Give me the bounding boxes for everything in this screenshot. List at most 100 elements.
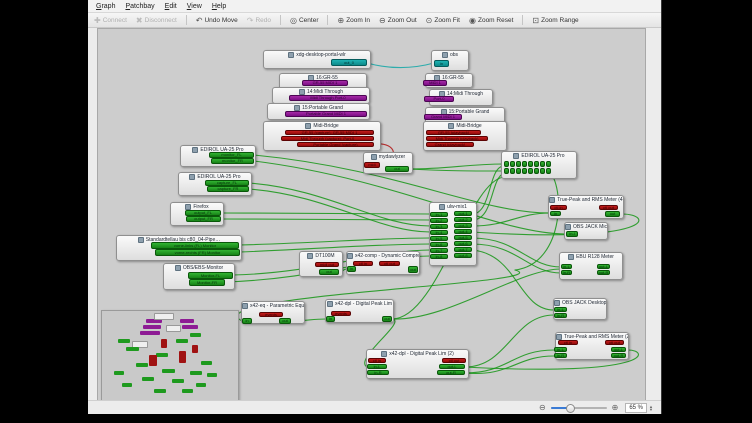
port-green[interactable]: in-l: [566, 231, 578, 237]
menu-view[interactable]: View: [186, 2, 202, 10]
port-green[interactable]: in-L: [561, 264, 572, 269]
port-teal[interactable]: in: [434, 60, 449, 67]
port-green[interactable]: Monitor-FR: [189, 279, 225, 286]
port-green[interactable]: in-R: [561, 270, 572, 275]
minimap[interactable]: [101, 310, 239, 400]
node-header[interactable]: xdg-desktop-portal-wlr: [264, 51, 370, 59]
port-green[interactable]: in-3: [430, 224, 448, 229]
port-green[interactable]: in-5: [430, 236, 448, 241]
patchbay-canvas[interactable]: xdg-desktop-portal-wlr out_0 obs in 16:GR-55…: [97, 28, 646, 401]
node-header[interactable]: DT100M: [300, 252, 342, 260]
port-green[interactable]: in: [347, 266, 356, 272]
port-green[interactable]: out-R: [437, 370, 465, 375]
port-green[interactable]: in-R: [367, 370, 389, 375]
port-teal[interactable]: out_0: [331, 59, 367, 66]
zoom-fit-button[interactable]: ⊙ Zoom Fit: [426, 16, 460, 25]
port-green[interactable]: out: [385, 166, 409, 172]
port-green[interactable]: capture_FR: [207, 186, 249, 192]
node-header[interactable]: Midi-Bridge: [264, 122, 380, 130]
port-green[interactable]: [546, 168, 551, 174]
port-green[interactable]: out-8: [454, 253, 472, 258]
port-green[interactable]: out-3: [454, 223, 472, 228]
node-header[interactable]: OBS JACK Mic: [565, 223, 607, 231]
port-green[interactable]: [540, 161, 545, 167]
stepper-down-icon[interactable]: ▼: [649, 406, 653, 412]
port-green[interactable]: [504, 161, 509, 167]
port-red[interactable]: Midi Through (capture): Port-0: [281, 136, 374, 141]
port-green[interactable]: out-1: [454, 211, 472, 216]
port-green[interactable]: in-R: [554, 313, 567, 318]
node-header[interactable]: x42-dpl - Digital Peak Lim (2): [367, 350, 468, 358]
port-green[interactable]: [534, 168, 539, 174]
port-green[interactable]: out-R: [611, 353, 626, 358]
zoom-slider-handle[interactable]: [565, 403, 575, 413]
menu-graph[interactable]: Graph: [96, 2, 116, 10]
node-header[interactable]: OBS JACK Desktop: [554, 299, 606, 307]
port-green[interactable]: in-R: [554, 353, 567, 358]
menu-help[interactable]: Help: [211, 2, 227, 10]
port-green[interactable]: [516, 161, 521, 167]
menu-edit[interactable]: Edit: [164, 2, 177, 10]
port-green[interactable]: in: [242, 318, 252, 324]
port-green[interactable]: vorne-rechts (FR) Monitor: [155, 249, 240, 256]
port-green[interactable]: in-2: [430, 218, 448, 223]
port-green[interactable]: [534, 161, 539, 167]
port-green[interactable]: in: [326, 316, 335, 322]
node-header[interactable]: mydawlyzer: [364, 153, 412, 161]
zoom-value[interactable]: 65 %: [625, 402, 648, 413]
zoom-range-button[interactable]: ⊡ Zoom Range: [532, 16, 578, 25]
port-green[interactable]: out: [408, 266, 418, 273]
port-purple[interactable]: Portable Grand MIDI 1: [285, 111, 367, 117]
port-purple[interactable]: Midi Through Port-0: [289, 95, 367, 101]
port-green[interactable]: in-7: [430, 248, 448, 253]
zoom-stepper[interactable]: ▲ ▼: [649, 404, 653, 412]
node-header[interactable]: obs: [432, 51, 468, 59]
port-green[interactable]: output_FR: [186, 216, 221, 222]
zoom-slider[interactable]: [550, 403, 607, 413]
node-header[interactable]: Firefox: [171, 203, 223, 211]
node-header[interactable]: x42-eq - Parametric Equali: [242, 302, 304, 310]
port-green[interactable]: out-4: [454, 229, 472, 234]
port-green[interactable]: out: [605, 211, 620, 217]
port-green[interactable]: out-L: [597, 264, 610, 269]
port-red[interactable]: Grand (playback): [426, 142, 474, 147]
port-green[interactable]: [510, 168, 515, 174]
port-green[interactable]: [516, 168, 521, 174]
port-green[interactable]: in-L: [367, 364, 387, 369]
node-header[interactable]: 14:Midi Through: [273, 88, 369, 96]
node-header[interactable]: EDIROL UA-25 Pro: [181, 146, 255, 154]
port-green[interactable]: [540, 168, 545, 174]
port-green[interactable]: out: [279, 318, 291, 324]
port-green[interactable]: out-R: [597, 270, 610, 275]
port-green[interactable]: [522, 168, 527, 174]
port-green[interactable]: [546, 161, 551, 167]
port-green[interactable]: in-1: [430, 212, 448, 217]
port-red[interactable]: ctl in: [550, 205, 567, 210]
port-red[interactable]: GR-55 (capture): GR-55 MIDI 1: [285, 130, 374, 135]
port-green[interactable]: out-2: [454, 217, 472, 222]
port-green[interactable]: in-L: [554, 347, 567, 352]
node-header[interactable]: OBS/EBS-Monitor: [164, 264, 234, 272]
node-header[interactable]: 15:Portable Grand: [268, 104, 369, 112]
port-green[interactable]: in-L: [554, 307, 567, 312]
zoom-out-button[interactable]: ⊖ Zoom Out: [379, 16, 417, 25]
node-header[interactable]: EBU R128 Meter: [560, 253, 622, 261]
port-red[interactable]: events: [259, 312, 283, 317]
port-purple[interactable]: Port-0: [424, 96, 454, 102]
port-green[interactable]: in-8: [430, 254, 448, 259]
port-red[interactable]: midi: [364, 162, 380, 168]
port-red[interactable]: ctl in: [368, 358, 386, 363]
menu-patchbay[interactable]: Patchbay: [125, 2, 155, 10]
port-green[interactable]: out-L: [439, 364, 465, 369]
node-header[interactable]: True-Peak and RMS Meter (2: [556, 333, 628, 341]
zoom-out-icon[interactable]: ⊖: [538, 403, 546, 412]
zoom-in-icon[interactable]: ⊕: [611, 403, 619, 412]
port-green[interactable]: vorne-links (FL) Monitor: [151, 242, 239, 249]
node-header[interactable]: True-Peak and RMS Meter (4: [549, 196, 623, 204]
node-header[interactable]: Midi-Bridge: [424, 122, 506, 130]
port-red[interactable]: ctl in: [353, 261, 373, 266]
port-green[interactable]: in: [550, 211, 561, 216]
port-red[interactable]: events: [331, 311, 351, 316]
port-purple[interactable]: GR-55 MIDI 1: [302, 80, 348, 86]
zoom-in-button[interactable]: ⊕ Zoom In: [337, 16, 370, 25]
